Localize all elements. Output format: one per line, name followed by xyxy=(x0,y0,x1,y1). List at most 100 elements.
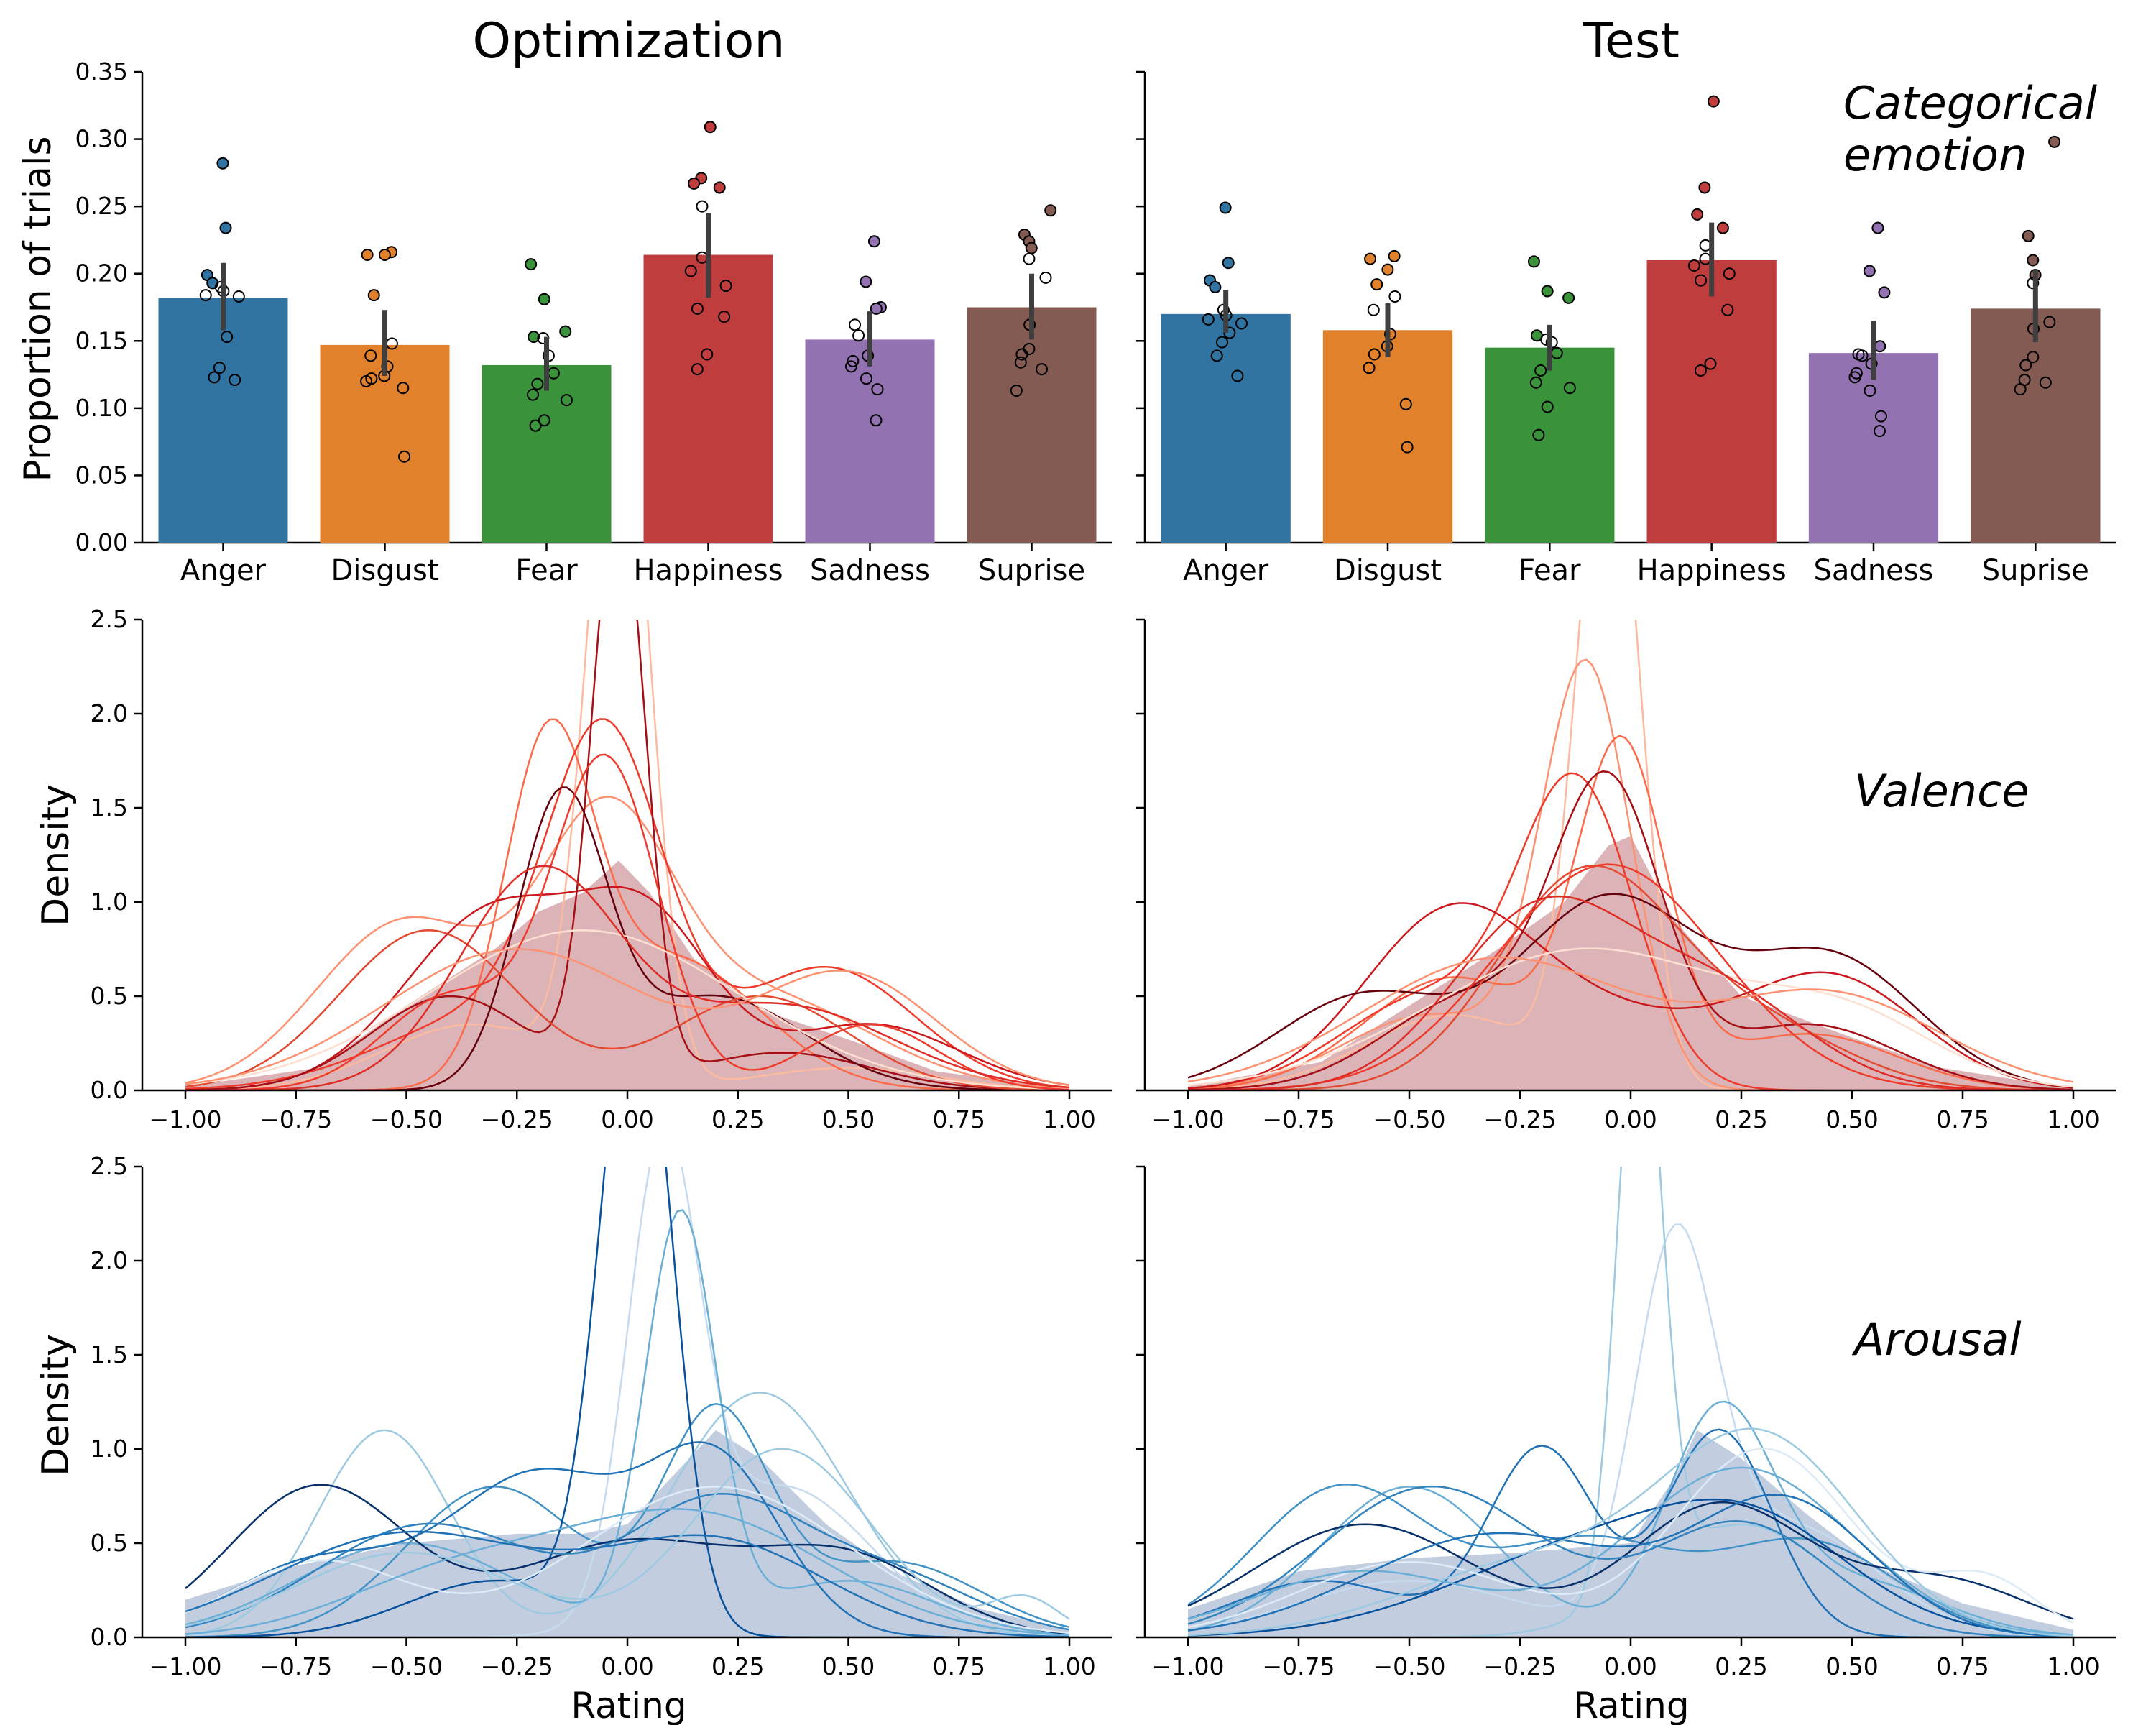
density-line xyxy=(185,865,1070,1090)
data-point xyxy=(867,235,880,248)
data-point xyxy=(525,258,538,271)
data-point xyxy=(691,363,704,376)
data-point xyxy=(719,280,732,293)
y-tick-label: 1.5 xyxy=(91,1340,128,1368)
x-tick-label: Anger xyxy=(180,554,267,587)
x-tick-label: Fear xyxy=(1519,554,1581,587)
data-point xyxy=(221,331,234,344)
density-line xyxy=(1187,902,2074,1090)
bar-suprise xyxy=(967,307,1097,543)
density-line xyxy=(185,1486,1070,1634)
y-tick-label: 0.0 xyxy=(91,1076,128,1104)
data-point xyxy=(1687,259,1700,272)
x-tick-label: 0.25 xyxy=(711,1652,764,1680)
data-point xyxy=(870,302,883,315)
density-line xyxy=(185,948,1070,1087)
x-tick-label: Fear xyxy=(515,554,578,587)
x-tick-label: 0.75 xyxy=(1936,1105,1989,1133)
data-point xyxy=(397,382,410,395)
x-tick-label: 0.25 xyxy=(1715,1105,1767,1133)
data-point xyxy=(1691,208,1704,221)
y-tick-label: 2.0 xyxy=(91,1246,128,1274)
data-point xyxy=(1025,242,1038,254)
data-point xyxy=(688,177,701,190)
data-point xyxy=(560,394,573,407)
data-point xyxy=(1873,425,1886,438)
density-line xyxy=(1188,895,2074,1090)
bar-fear xyxy=(482,364,612,543)
data-point xyxy=(367,289,380,302)
data-point xyxy=(1399,397,1412,410)
y-tick-label: 0.00 xyxy=(75,528,128,556)
panel-test-valence: −1.00 −0.75 −0.50 −0.25 0.00 0.25 0.50 0.75 1.00 xyxy=(1136,618,2116,1133)
density-line xyxy=(185,1508,1070,1637)
density-line xyxy=(185,929,1070,1090)
data-point xyxy=(1015,348,1028,361)
data-point xyxy=(1039,271,1052,284)
bar-disgust xyxy=(1322,330,1453,543)
density-line xyxy=(1187,1501,2074,1620)
density-line xyxy=(1187,770,2074,1090)
bar-happiness xyxy=(1646,260,1777,543)
x-tick-label: −0.75 xyxy=(259,1652,332,1680)
x-tick-label: −0.25 xyxy=(481,1652,553,1680)
density-fill xyxy=(1188,836,2073,1090)
y-tick-label: 1.0 xyxy=(91,1435,128,1463)
data-point xyxy=(1367,303,1380,316)
data-point xyxy=(1210,349,1223,362)
y-tick-label: 1.5 xyxy=(91,794,128,822)
data-point xyxy=(1716,221,1729,234)
bar-anger xyxy=(158,298,288,543)
data-point xyxy=(1023,252,1036,265)
data-point xyxy=(208,371,221,384)
data-point xyxy=(1707,95,1720,108)
data-point xyxy=(713,181,726,194)
y-tick-label: 0.30 xyxy=(75,125,128,153)
data-point xyxy=(2014,383,2027,396)
bar-suprise xyxy=(1971,308,2101,543)
column-title-test: Test xyxy=(1583,13,1680,70)
data-point xyxy=(1044,204,1057,217)
data-point xyxy=(1874,340,1886,353)
annotation-categorical-emotion-line1: Categorical xyxy=(1843,77,2097,129)
data-point xyxy=(1848,371,1861,384)
data-point xyxy=(2027,351,2040,364)
x-tick-label: −0.25 xyxy=(481,1105,553,1133)
data-point xyxy=(1562,291,1575,304)
data-point xyxy=(1381,263,1394,276)
data-point xyxy=(860,372,872,385)
y-tick-label: 2.5 xyxy=(91,1152,128,1180)
data-point xyxy=(1010,385,1023,397)
bar-anger xyxy=(1161,313,1291,543)
data-point xyxy=(849,318,862,331)
x-tick-label: 0.00 xyxy=(1604,1652,1657,1680)
data-point xyxy=(718,310,731,323)
data-point xyxy=(704,121,717,134)
data-point xyxy=(528,331,540,344)
density-line xyxy=(185,886,1070,1090)
y-axis-label-density-arousal: Density xyxy=(34,1334,78,1476)
density-line xyxy=(1187,1485,2074,1637)
y-tick-label: 0.0 xyxy=(91,1623,128,1651)
data-point xyxy=(852,329,865,342)
density-line xyxy=(1187,956,2074,1083)
data-point xyxy=(1035,363,1048,376)
density-line xyxy=(185,1484,1070,1635)
data-point xyxy=(1704,357,1717,370)
density-line xyxy=(185,796,1070,1090)
x-tick-label: −1.00 xyxy=(149,1652,221,1680)
x-tick-label: 0.50 xyxy=(1825,1652,1878,1680)
annotation-valence: Valence xyxy=(1854,765,2029,817)
x-tick-label: Happiness xyxy=(1637,554,1787,587)
data-point xyxy=(538,293,550,305)
y-tick-label: 0.5 xyxy=(91,1529,128,1557)
y-axis-label-density-valence: Density xyxy=(34,784,78,926)
density-line xyxy=(185,1167,1070,1637)
density-fill xyxy=(185,860,1069,1090)
x-tick-label: 1.00 xyxy=(1043,1105,1095,1133)
data-point xyxy=(1721,303,1734,316)
data-point xyxy=(1863,264,1876,277)
x-tick-label: 0.00 xyxy=(1604,1105,1657,1133)
data-point xyxy=(398,450,411,463)
